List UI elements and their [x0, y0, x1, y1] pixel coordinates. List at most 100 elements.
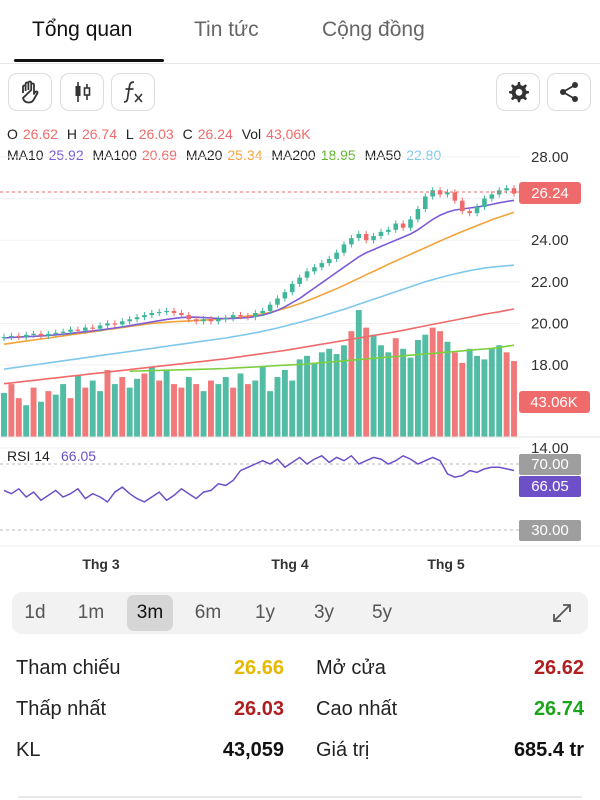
candle-body	[349, 238, 354, 245]
volume-bar	[444, 341, 451, 437]
ohlc-line: O 26.62 H 26.74 L 26.03 C 26.24 Vol 43,06K	[7, 126, 316, 142]
volume-bar	[97, 391, 104, 437]
candle-body	[400, 223, 406, 228]
volume-bar	[466, 348, 473, 437]
trade-value-label: Giá trị	[316, 739, 370, 761]
open-value: 26.62	[22, 126, 58, 142]
range-1d[interactable]: 1d	[24, 602, 46, 623]
last-price-tag-text: 26.24	[531, 185, 569, 202]
candle-body	[1, 336, 7, 339]
volume-bar	[488, 348, 495, 437]
volume-bar	[193, 384, 200, 437]
candle-body	[430, 190, 435, 197]
share-button[interactable]	[547, 73, 591, 111]
volume-tag	[519, 391, 590, 413]
gear-icon	[505, 79, 531, 105]
tab-news[interactable]: Tin tức	[194, 18, 259, 41]
candle-body	[112, 323, 118, 325]
ma100-value: 20.69	[141, 147, 177, 163]
volume-bar	[111, 384, 118, 437]
volume-bar	[281, 369, 288, 437]
ma50-line	[3, 264, 515, 370]
range-1m[interactable]: 1m	[77, 602, 105, 623]
expand-icon[interactable]	[550, 601, 574, 630]
range-6m[interactable]: 6m	[194, 602, 222, 623]
candle-body	[378, 231, 384, 237]
candle-body	[282, 292, 288, 299]
time-tick-label: Thg 4	[271, 556, 309, 572]
candle-body	[474, 206, 480, 214]
candle-body	[253, 313, 258, 318]
candle-body	[356, 233, 362, 239]
candle-body	[371, 236, 376, 241]
ma50-label: MA50	[364, 147, 402, 163]
candle-body	[415, 209, 421, 220]
volume-bar	[274, 377, 281, 437]
candle-body	[193, 319, 199, 322]
volume-bar	[237, 373, 244, 437]
volume-bar	[244, 384, 251, 437]
candle-body	[38, 333, 44, 336]
hand-tool-button[interactable]	[8, 73, 52, 111]
range-5y[interactable]: 5y	[371, 602, 393, 623]
volume-bar	[23, 405, 30, 437]
volume-bar	[104, 369, 111, 437]
lowest-price-value: 26.03	[233, 698, 284, 720]
candle-body	[408, 219, 413, 228]
rsi-lower-tag-text: 30.00	[531, 522, 569, 539]
candle-body	[363, 233, 369, 241]
high-value: 26.74	[81, 126, 117, 142]
rsi-upper-tag-text: 70.00	[531, 456, 569, 473]
volume-bars	[1, 310, 517, 437]
tab-overview[interactable]: Tổng quan	[32, 18, 133, 41]
time-tick-label: Thg 5	[427, 556, 465, 572]
candle-body	[75, 329, 81, 331]
volume-bar	[15, 398, 22, 437]
indicator-button[interactable]	[111, 73, 155, 111]
price-tick-label: 28.00	[531, 149, 569, 166]
reference-price-label: Tham chiếu	[16, 657, 121, 679]
volume-bar	[267, 391, 274, 437]
candle-body	[142, 315, 147, 318]
candle-body	[171, 310, 177, 313]
candle-body	[489, 194, 495, 199]
price-tick-label: 14.00	[531, 440, 569, 457]
volume-bar	[156, 380, 163, 437]
ma10-line	[3, 199, 515, 339]
volume-bar	[496, 345, 503, 437]
chart-type-button[interactable]	[60, 73, 104, 111]
trade-value-value: 685.4 tr	[513, 739, 584, 761]
ma200-value: 18.95	[320, 147, 356, 163]
candle-body	[452, 192, 458, 201]
tab-community[interactable]: Cộng đồng	[322, 18, 425, 41]
range-1y[interactable]: 1y	[254, 602, 276, 623]
volume-bar	[141, 373, 148, 437]
range-3y[interactable]: 3y	[313, 602, 335, 623]
hand-icon	[17, 79, 43, 105]
volume-bar	[8, 384, 15, 437]
volume-bar	[38, 401, 44, 437]
candle-body	[393, 223, 399, 230]
candle-body	[68, 329, 73, 332]
candle-body	[149, 313, 155, 316]
candlesticks	[1, 185, 517, 342]
ma50-value: 22.80	[406, 147, 442, 163]
rsi-current-tag-text: 66.05	[531, 478, 569, 495]
settings-button[interactable]	[496, 73, 540, 111]
candle-body	[186, 315, 192, 320]
volume-bar	[392, 338, 399, 437]
volume-bar	[333, 354, 340, 437]
range-3m[interactable]: 3m	[127, 595, 173, 631]
candle-body	[119, 321, 125, 325]
reference-price-value: 26.66	[233, 657, 284, 679]
volume-bar	[341, 345, 347, 437]
candle-body	[275, 298, 280, 305]
volume-bar	[89, 380, 96, 437]
candlestick-icon	[69, 79, 95, 105]
candle-body	[223, 318, 229, 320]
volume-bar	[45, 391, 52, 437]
volume-bar	[503, 352, 510, 437]
rsi-label: RSI 14	[7, 448, 50, 464]
candle-body	[334, 252, 339, 259]
